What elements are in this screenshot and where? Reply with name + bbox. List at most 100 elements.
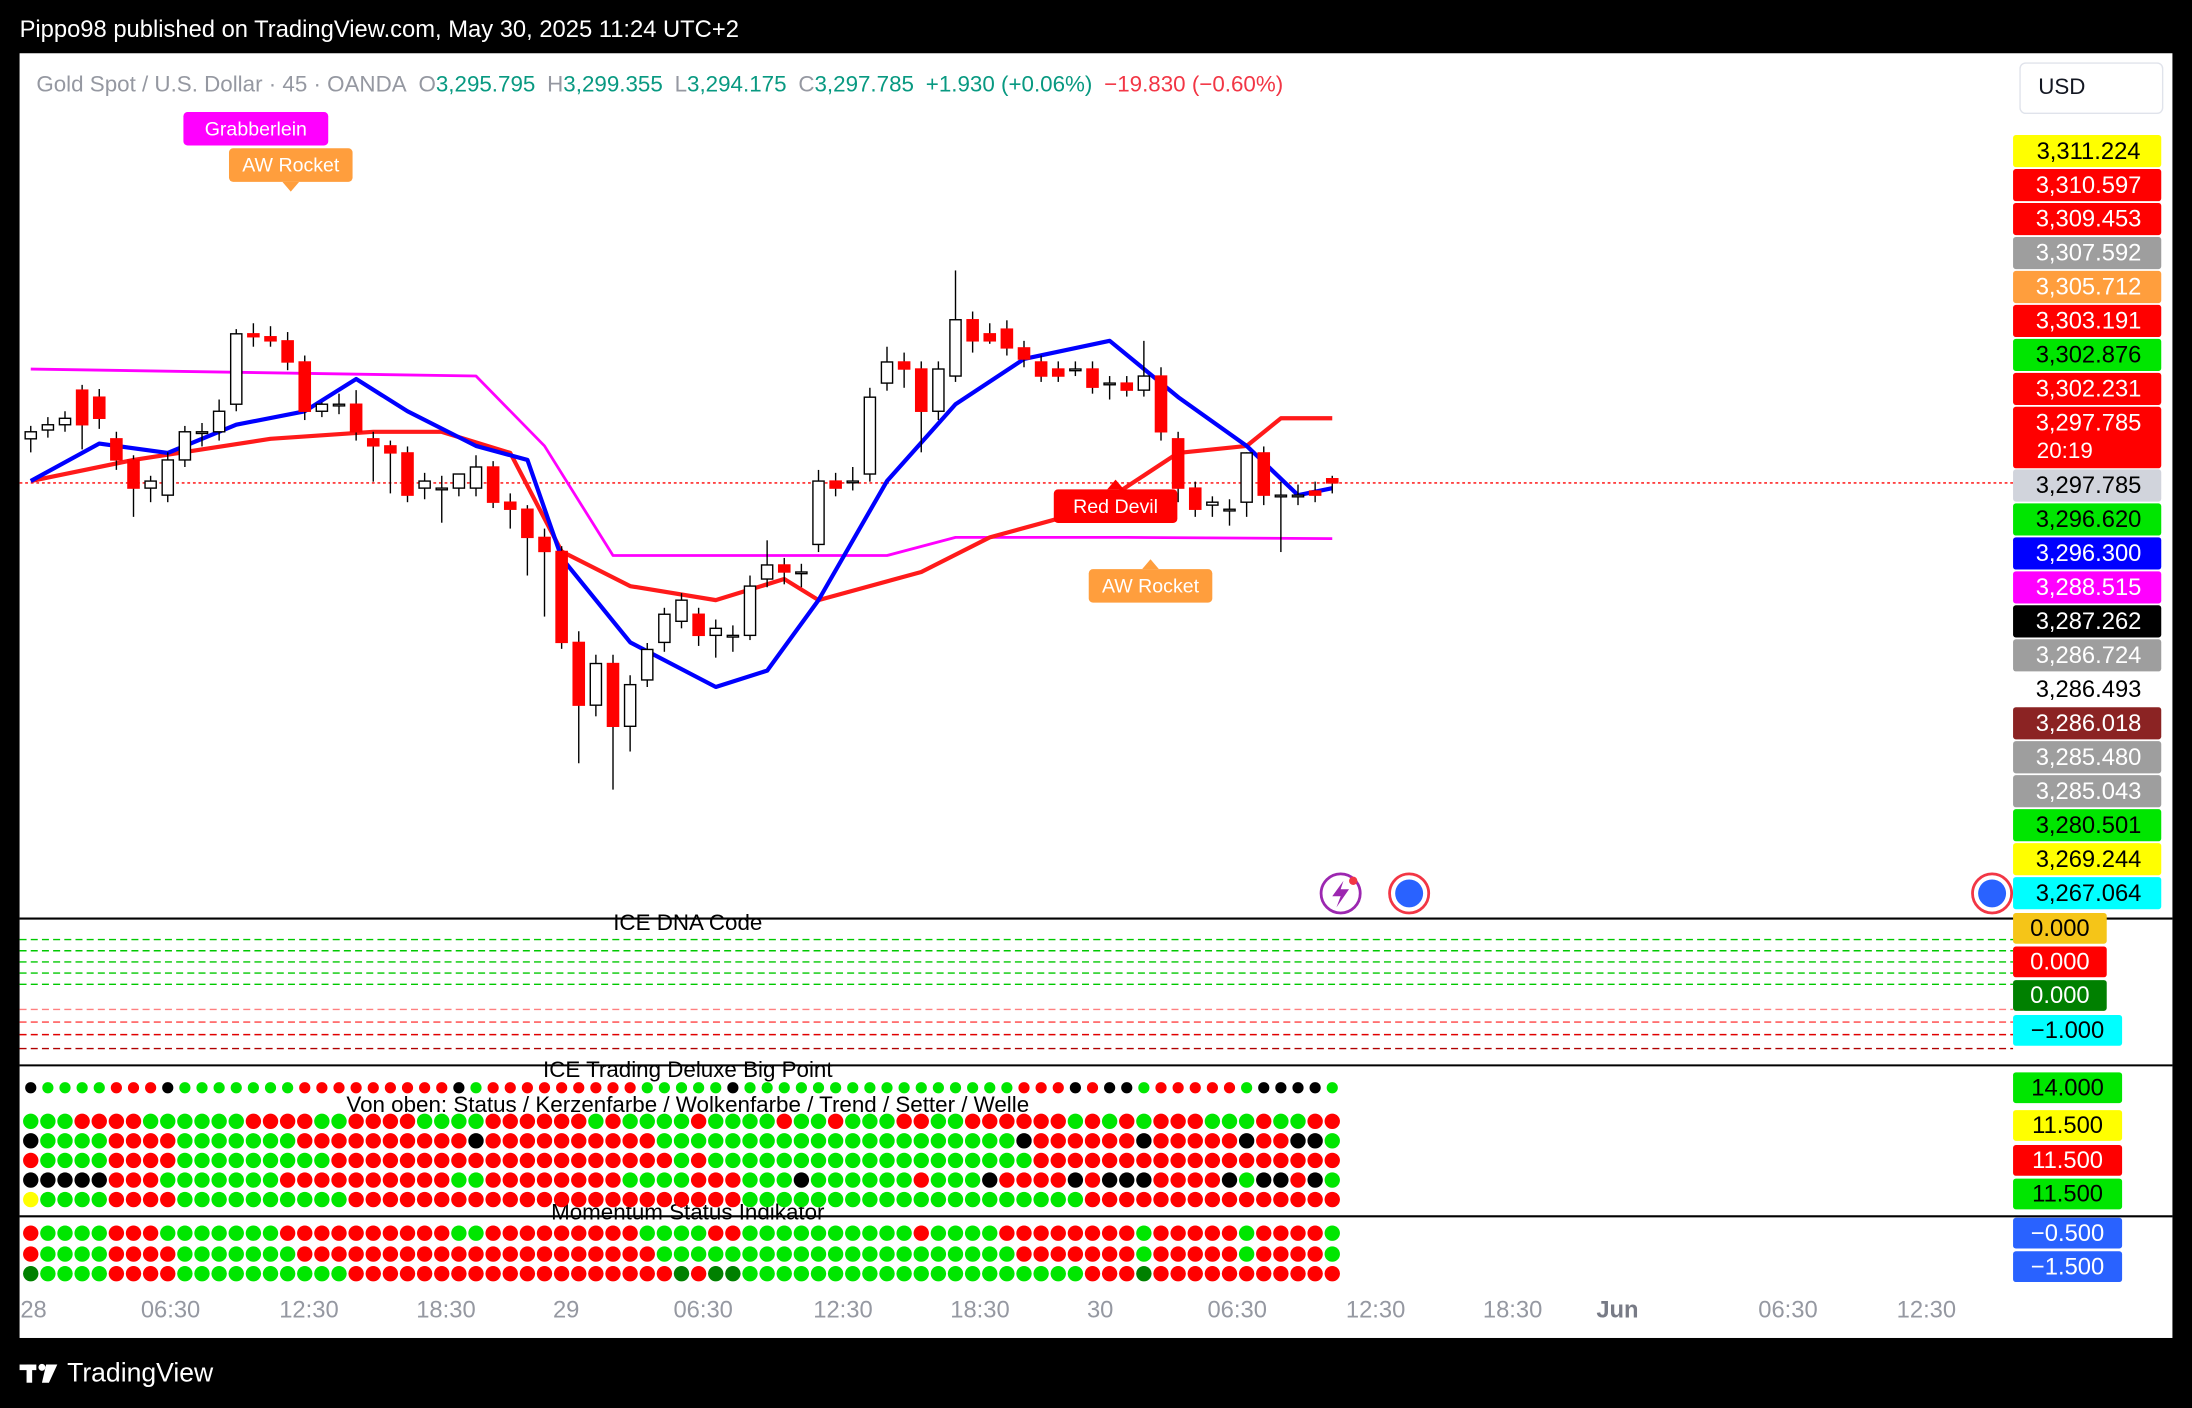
status-dot [1189, 1082, 1201, 1094]
status-dot [1238, 1172, 1255, 1188]
status-dot [1256, 1152, 1272, 1169]
status-dot [93, 1082, 105, 1094]
status-dot [1084, 1265, 1101, 1282]
status-dot [622, 1265, 638, 1282]
currency[interactable]: USD [2038, 74, 2085, 99]
status-dot [57, 1246, 73, 1262]
status-dot [1221, 1152, 1238, 1169]
status-dot [607, 1082, 619, 1094]
currency-button[interactable] [2019, 62, 2164, 115]
status-dot [690, 1152, 707, 1169]
status-dot [999, 1246, 1015, 1262]
candle-body [658, 613, 671, 644]
status-dot [279, 1265, 296, 1282]
status-dot [419, 1082, 431, 1094]
event-icons [1319, 872, 2014, 915]
status-dot [1290, 1225, 1306, 1241]
status-dot [228, 1225, 244, 1241]
status-dot [1307, 1225, 1323, 1241]
status-dot [42, 1082, 54, 1094]
status-dot [211, 1113, 227, 1129]
status-dot [468, 1191, 484, 1208]
status-dot [1119, 1113, 1135, 1129]
logo-text: TradingView [67, 1357, 214, 1387]
status-dot [776, 1152, 792, 1169]
status-dot [742, 1113, 758, 1129]
status-dot [964, 1265, 981, 1282]
indicator-tag-label: 0.000 [2030, 982, 2089, 1009]
status-dot [810, 1172, 827, 1188]
status-dot [1273, 1113, 1289, 1129]
status-dot [382, 1113, 399, 1129]
status-dot [1273, 1172, 1289, 1188]
ohlc-value: 3,297.785 [814, 71, 913, 96]
status-dot [297, 1152, 313, 1169]
price-tag [2013, 304, 2162, 338]
status-dot [536, 1172, 553, 1188]
status-dot [40, 1113, 56, 1129]
price-tag [2013, 135, 2162, 168]
status-dot [57, 1152, 73, 1169]
status-dot [160, 1246, 176, 1262]
status-dot [74, 1172, 90, 1188]
status-dot [399, 1172, 416, 1188]
status-dot [1101, 1265, 1118, 1282]
status-dot [725, 1172, 741, 1188]
candle-body [1120, 382, 1134, 391]
price-tag-label: 3,296.300 [2036, 540, 2142, 567]
status-dot [1204, 1265, 1221, 1282]
status-dot [588, 1133, 604, 1149]
status-dot [382, 1133, 399, 1149]
status-dot [416, 1152, 433, 1169]
candle-body [1017, 347, 1031, 360]
status-dot [862, 1113, 878, 1129]
status-dot [590, 1082, 602, 1094]
annotation-pointer [1142, 559, 1159, 570]
status-dot [673, 1225, 690, 1241]
status-dot [297, 1172, 313, 1188]
status-dot [125, 1133, 142, 1149]
status-dot [125, 1265, 142, 1282]
status-dot [708, 1172, 724, 1188]
status-dot [297, 1246, 313, 1262]
indicator-tag [2013, 1178, 2123, 1210]
status-dot [862, 1265, 878, 1282]
status-dot [1204, 1246, 1221, 1262]
status-dot [862, 1225, 878, 1241]
status-dot [898, 1082, 910, 1094]
status-dot [1084, 1133, 1101, 1149]
dna-levels [19, 938, 2014, 1050]
status-dot [211, 1172, 227, 1188]
status-dot [1187, 1133, 1203, 1149]
candle-body [110, 438, 123, 461]
status-dot [401, 1082, 414, 1094]
status-dot [57, 1133, 73, 1149]
candle-body [1240, 452, 1253, 503]
status-dot [74, 1225, 90, 1241]
status-dot [930, 1152, 947, 1169]
candle-body [349, 403, 363, 433]
status-dot [262, 1265, 279, 1282]
status-dot [57, 1172, 73, 1188]
status-dot [1324, 1172, 1340, 1188]
price-tag-label: 3,285.480 [2036, 744, 2142, 771]
status-dot [399, 1265, 416, 1282]
ohlc-key: O [418, 71, 435, 96]
status-dot [279, 1172, 296, 1188]
status-dot [639, 1152, 655, 1169]
candle-body [521, 508, 534, 539]
status-dot [74, 1246, 90, 1262]
status-dot [536, 1113, 553, 1129]
status-dot [827, 1172, 844, 1188]
status-dot [1256, 1191, 1272, 1208]
status-dot [1324, 1225, 1340, 1241]
status-dot [639, 1191, 655, 1208]
status-dot [1307, 1113, 1323, 1129]
symbol: Gold Spot / U.S. Dollar · 45 · OANDA [36, 71, 406, 96]
status-dot [810, 1113, 827, 1129]
time-label: 12:30 [813, 1297, 872, 1324]
status-dot [982, 1133, 998, 1149]
status-dot [453, 1082, 465, 1094]
status-dot [1258, 1082, 1270, 1094]
